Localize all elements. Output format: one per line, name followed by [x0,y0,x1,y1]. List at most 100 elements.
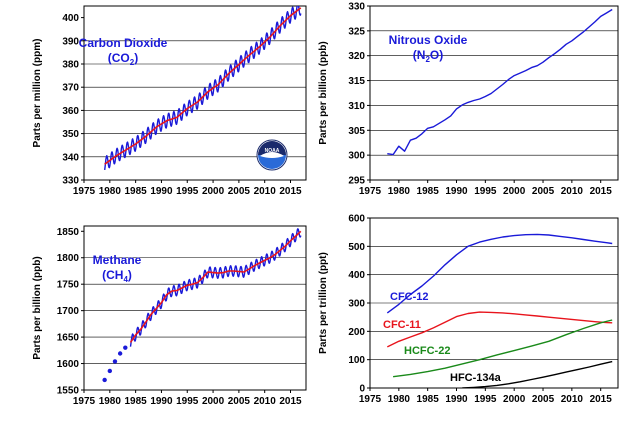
y-tick-label: 1650 [57,333,80,344]
y-tick-label: 1700 [57,306,80,317]
x-tick-label: 2000 [503,394,526,405]
x-tick-label: 1990 [150,186,173,197]
y-tick-label: 1850 [57,227,80,238]
series-line-hfc-134a [462,360,613,388]
x-tick-label: 2015 [590,186,613,197]
svg-text:NOAA: NOAA [265,148,280,154]
x-tick-label: 1995 [176,186,199,197]
series-group [104,6,302,170]
y-tick-label: 310 [348,101,365,112]
y-tick-label: 400 [348,270,365,281]
x-tick-label: 2005 [228,396,251,407]
x-tick-label: 1980 [99,396,122,407]
y-tick-label: 0 [359,384,365,395]
series-line-hcfc-22 [393,319,613,378]
plot-area [369,5,619,181]
x-tick-label: 1975 [359,186,382,197]
y-tick-label: 340 [62,152,79,163]
y-tick-label: 370 [62,83,79,94]
data-point [123,345,128,350]
chart-title: Carbon Dioxide [79,36,168,50]
x-tick-label: 2015 [279,396,302,407]
series-line-cfc-11 [386,311,613,348]
x-tick-label: 1985 [417,394,440,405]
x-tick-label: 1975 [73,186,96,197]
series-label: HCFC-22 [404,345,450,357]
y-tick-label: 400 [62,13,79,24]
n2o-chart: 295 300 305 310 315 320 325 330 1975 1980 1985 1990… [318,2,619,197]
x-tick-label: 1995 [474,394,497,405]
x-tick-label: 1990 [445,394,468,405]
series-line-cfc-12 [386,233,613,314]
series-group [102,228,302,383]
x-tick-label: 1985 [125,396,148,407]
noaa-logo-icon: NOAA [256,139,288,171]
chart-subtitle: (N2O) [413,48,443,64]
y-tick-label: 500 [348,242,365,253]
x-tick-label: 1975 [73,396,96,407]
chart-title: Nitrous Oxide [389,33,468,47]
x-tick-label: 2000 [503,186,526,197]
y-tick-label: 380 [62,60,79,71]
y-tick-label: 1750 [57,280,80,291]
x-tick-label: 1980 [388,394,411,405]
data-point [112,359,118,364]
halocarbons-chart: 0 100 200 300 400 500 600 1975 1980 1985 1990 1995 2… [318,214,619,405]
monthly-line [129,228,302,347]
x-tick-label: 2005 [532,394,555,405]
y-tick-label: 600 [348,214,365,225]
trend-line [104,7,302,165]
series-label: CFC-12 [390,291,429,303]
x-tick-label: 1980 [99,186,122,197]
y-tick-label: 320 [348,51,365,62]
y-tick-label: 305 [348,126,365,137]
y-tick-label: 350 [62,129,79,140]
x-tick-label: 1985 [417,186,440,197]
y-tick-label: 325 [348,26,365,37]
x-tick-label: 2010 [561,186,584,197]
y-tick-label: 300 [348,299,365,310]
x-tick-label: 2015 [279,186,302,197]
x-tick-label: 2010 [254,396,277,407]
x-tick-label: 2015 [590,394,613,405]
data-point [117,351,123,356]
series-label: HFC-134a [450,372,502,384]
co2-chart: 330 340 350 360 370 380 390 400 1975 1980 1985 1990… [32,5,307,197]
plot-area [83,225,307,391]
ch4-chart: 1550 1600 1650 1700 1750 1800 1850 1975 1980 1985… [32,225,307,407]
y-tick-label: 1600 [57,359,80,370]
x-tick-label: 1990 [445,186,468,197]
x-tick-label: 1975 [359,394,382,405]
y-tick-label: 1800 [57,253,80,264]
chart-title: Methane [93,253,142,267]
x-tick-label: 2005 [228,186,251,197]
y-axis-label: Parts per million (ppm) [32,39,43,148]
monthly-line [387,8,613,156]
x-tick-label: 2005 [532,186,555,197]
data-point [107,368,113,374]
x-tick-label: 1980 [388,186,411,197]
x-tick-label: 1995 [176,396,199,407]
y-tick-label: 315 [348,76,365,87]
x-tick-label: 2000 [202,186,225,197]
y-tick-label: 100 [348,355,365,366]
series-group [387,8,613,156]
x-tick-label: 2010 [254,186,277,197]
y-axis-label: Parts per billion (ppb) [32,256,43,359]
y-tick-label: 390 [62,36,79,47]
x-tick-label: 2010 [561,394,584,405]
chart-subtitle: (CH4) [102,268,132,284]
y-tick-label: 1550 [57,386,80,397]
x-tick-label: 1995 [474,186,497,197]
y-tick-label: 360 [62,106,79,117]
series-label: CFC-11 [383,319,421,331]
y-axis-label: Parts per billion (ppb) [318,41,329,144]
trend-line [129,230,302,343]
y-tick-label: 200 [348,327,365,338]
y-tick-label: 295 [348,176,365,187]
y-tick-label: 330 [348,2,365,13]
series-group [386,233,613,388]
y-axis-label: Parts per trillion (ppt) [318,252,329,354]
chart-subtitle: (CO2) [108,51,138,67]
